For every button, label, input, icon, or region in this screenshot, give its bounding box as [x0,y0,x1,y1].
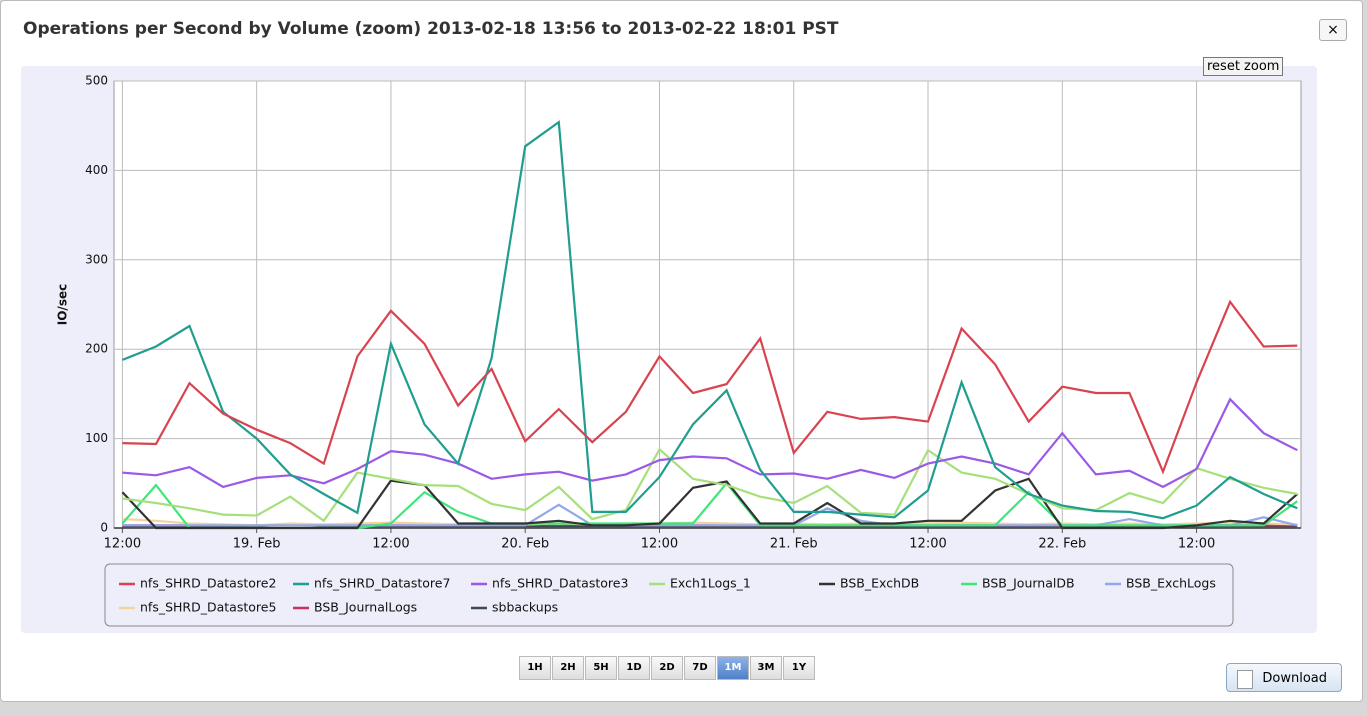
x-tick-label: 12:00 [909,537,946,552]
x-tick-label: 22. Feb [1038,537,1086,552]
legend-label: nfs_SHRD_Datastore3 [492,576,628,591]
legend-label: BSB_JournalDB [982,576,1075,591]
legend-label: BSB_ExchLogs [1126,576,1216,591]
chart: 0 100 200 300 400 500 12:00 19. Feb 12:00 20. Feb… [56,74,1302,627]
dialog: Operations per Second by Volume (zoom) 2… [0,0,1363,702]
range-button[interactable]: 5H [585,656,617,680]
range-button[interactable]: 1H [519,656,551,680]
y-tick-label: 200 [85,342,108,356]
range-button[interactable]: 1Y [783,656,815,680]
close-button[interactable]: × [1319,19,1347,41]
legend-label: BSB_JournalLogs [314,600,417,615]
legend-label: sbbackups [492,600,558,615]
legend-label: nfs_SHRD_Datastore7 [314,576,450,591]
x-tick-label: 20. Feb [501,537,549,552]
range-button[interactable]: 1D [618,656,650,680]
range-button[interactable]: 3M [750,656,782,680]
y-axis-label: IO/sec [56,284,70,325]
legend-label: nfs_SHRD_Datastore5 [140,600,276,615]
series-line [121,120,1298,520]
range-selector: 1H 2H 5H 1D 2D 7D 1M 3M 1Y [519,656,816,680]
x-tick-label: 12:00 [1178,537,1215,552]
download-button[interactable]: Download [1226,663,1342,692]
plot-area [113,80,1302,529]
series-line [122,447,1298,523]
series-line [121,477,1299,530]
range-button[interactable]: 2H [552,656,584,680]
y-tick-label: 400 [85,163,108,177]
legend-label: BSB_ExchDB [840,576,919,591]
range-button[interactable]: 1M [717,656,749,680]
y-tick-label: 300 [85,252,108,266]
x-tick-label: 12:00 [104,537,141,552]
x-tick-label: 21. Feb [770,537,818,552]
dialog-title: Operations per Second by Volume (zoom) 2… [23,19,839,39]
legend-label: Exch1Logs_1 [670,576,751,591]
y-tick-label: 500 [85,74,108,88]
series-line [122,397,1298,489]
download-icon [1237,670,1253,689]
x-tick-label: 12:00 [372,537,409,552]
series-line [122,299,1298,475]
x-tick-label: 12:00 [641,537,678,552]
range-button[interactable]: 7D [684,656,716,680]
reset-zoom-button[interactable]: reset zoom [1203,57,1284,76]
y-tick-label: 0 [100,521,108,535]
legend-label: nfs_SHRD_Datastore2 [140,576,276,591]
download-label: Download [1262,671,1327,686]
range-button[interactable]: 2D [651,656,683,680]
y-tick-label: 100 [85,431,108,445]
x-tick-label: 19. Feb [233,537,281,552]
legend-box [104,563,1234,627]
